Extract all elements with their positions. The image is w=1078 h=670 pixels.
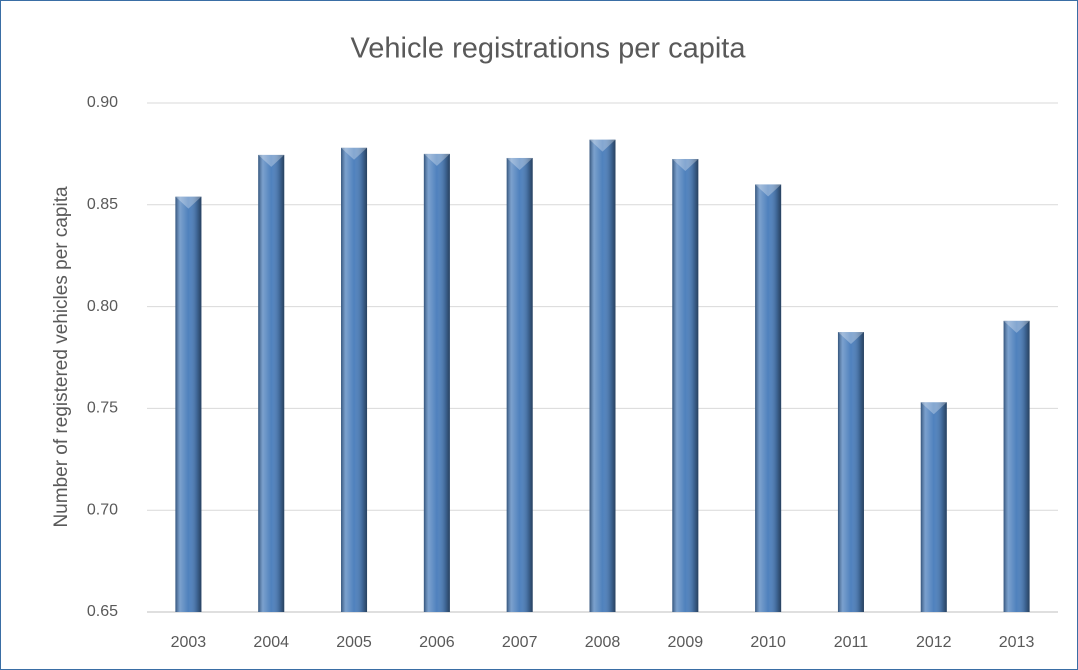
bar-cap — [258, 154, 285, 167]
x-tick-label: 2009 — [668, 634, 704, 651]
bar — [920, 402, 947, 612]
x-tick-label: 2011 — [834, 634, 869, 651]
y-tick-label: 0.90 — [87, 94, 118, 111]
bar-cap — [506, 157, 533, 170]
bar — [589, 139, 616, 612]
y-tick-label: 0.65 — [87, 603, 118, 620]
bar-cap — [589, 139, 616, 152]
bar-cap — [672, 158, 699, 171]
x-tick-label: 2003 — [171, 634, 207, 651]
x-tick-label: 2008 — [585, 634, 621, 651]
bar-cap — [755, 184, 782, 197]
bar — [1003, 320, 1030, 612]
x-tick-label: 2004 — [253, 634, 289, 651]
bar — [837, 332, 864, 612]
chart-title: Vehicle registrations per capita — [351, 33, 747, 65]
y-tick-label: 0.85 — [87, 196, 118, 213]
y-tick-label: 0.80 — [87, 298, 118, 315]
bar-cap — [341, 147, 368, 160]
y-tick-label: 0.75 — [87, 400, 118, 417]
bar — [506, 157, 533, 613]
bar — [672, 158, 699, 613]
bar-cap — [837, 332, 864, 345]
x-tick-label: 2010 — [750, 634, 786, 651]
bar — [755, 184, 782, 612]
x-tick-label: 2005 — [336, 634, 372, 651]
x-tick-label: 2012 — [916, 634, 952, 651]
bar — [258, 154, 285, 612]
y-tick-label: 0.70 — [87, 501, 118, 518]
bar-cap — [423, 153, 450, 166]
y-axis-title: Number of registered vehicles per capita — [51, 186, 72, 528]
x-tick-label: 2006 — [419, 634, 455, 651]
x-tick-label: 2007 — [502, 634, 538, 651]
bar-cap — [175, 196, 202, 209]
bar — [341, 147, 368, 613]
bar — [423, 153, 450, 612]
bar-cap — [1003, 320, 1030, 333]
x-tick-label: 2013 — [999, 634, 1035, 651]
bar — [175, 196, 202, 612]
bar-cap — [920, 402, 947, 415]
